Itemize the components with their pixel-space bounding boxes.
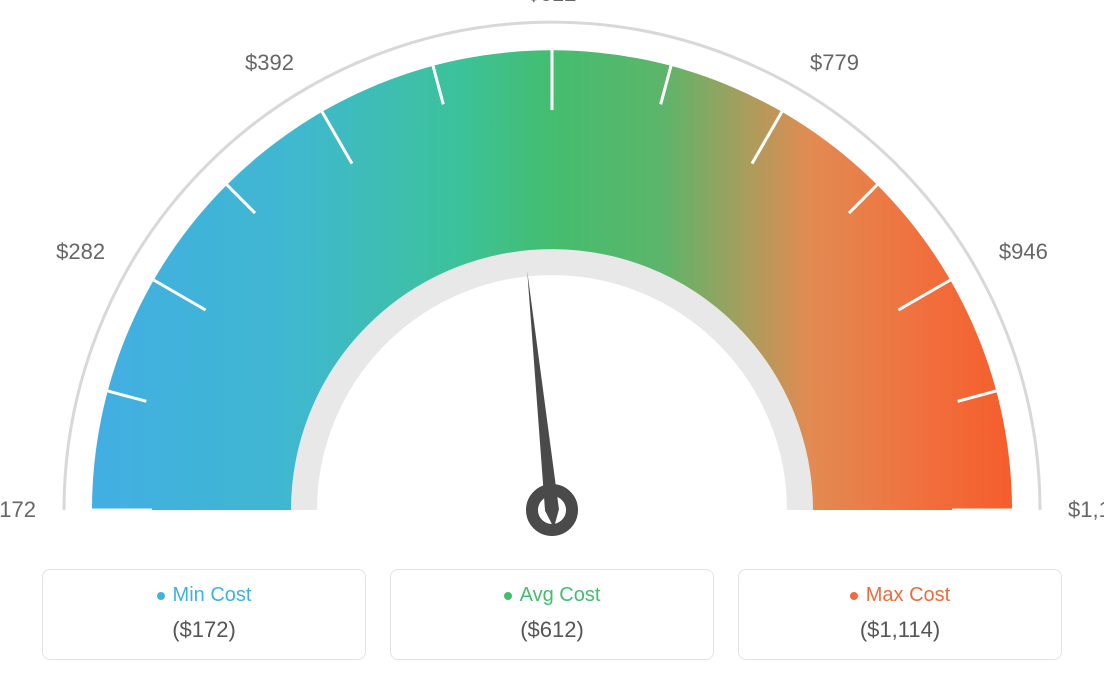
legend-dot-avg bbox=[504, 592, 512, 600]
legend-value-avg: ($612) bbox=[401, 617, 703, 643]
chart-container: $172 $282 $392 $612 $779 $946 $1,114 Min Cost … bbox=[0, 0, 1104, 690]
svg-text:$282: $282 bbox=[56, 239, 105, 264]
svg-text:$946: $946 bbox=[999, 239, 1048, 264]
svg-text:$172: $172 bbox=[0, 497, 36, 522]
legend-dot-max bbox=[850, 592, 858, 600]
svg-text:$612: $612 bbox=[528, 0, 577, 6]
legend-label-avg: Avg Cost bbox=[520, 584, 601, 607]
legend-value-min: ($172) bbox=[53, 617, 355, 643]
legend-card-min: Min Cost ($172) bbox=[42, 569, 366, 660]
gauge-chart: $172 $282 $392 $612 $779 $946 $1,114 bbox=[0, 0, 1104, 560]
legend-title-min: Min Cost bbox=[157, 584, 252, 607]
svg-text:$779: $779 bbox=[810, 50, 859, 75]
legend-card-avg: Avg Cost ($612) bbox=[390, 569, 714, 660]
legend-value-max: ($1,114) bbox=[749, 617, 1051, 643]
legend-row: Min Cost ($172) Avg Cost ($612) Max Cost… bbox=[42, 569, 1062, 660]
legend-title-avg: Avg Cost bbox=[504, 584, 601, 607]
legend-title-max: Max Cost bbox=[850, 584, 950, 607]
svg-text:$1,114: $1,114 bbox=[1068, 497, 1104, 522]
legend-dot-min bbox=[157, 592, 165, 600]
legend-label-min: Min Cost bbox=[173, 584, 252, 607]
legend-card-max: Max Cost ($1,114) bbox=[738, 569, 1062, 660]
svg-text:$392: $392 bbox=[245, 50, 294, 75]
legend-label-max: Max Cost bbox=[866, 584, 950, 607]
